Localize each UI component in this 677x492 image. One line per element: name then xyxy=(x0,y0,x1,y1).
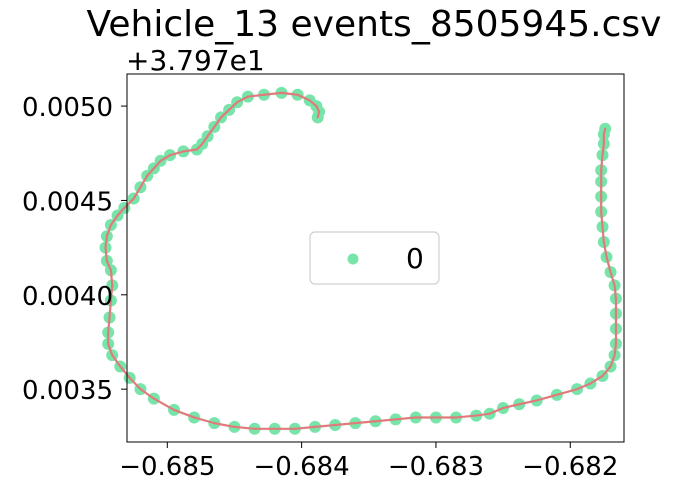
track-segment xyxy=(502,403,521,410)
track-segment xyxy=(293,425,317,430)
track-segment xyxy=(213,422,236,429)
track-segment xyxy=(201,135,209,145)
track-segment xyxy=(159,154,172,162)
x-tick-label: −0.684 xyxy=(254,452,350,482)
track-segment xyxy=(107,316,111,334)
track-segment xyxy=(109,269,114,287)
track-segment xyxy=(602,127,607,136)
x-tick-label: −0.682 xyxy=(522,452,618,482)
track-segment xyxy=(104,246,108,262)
y-tick-label: 0.0045 xyxy=(22,187,113,217)
y-axis: 0.0035 0.0040 0.0045 0.0050 xyxy=(22,93,127,406)
track-segment xyxy=(206,125,216,138)
track-segment xyxy=(152,159,162,170)
x-tick-label: −0.685 xyxy=(119,452,215,482)
track-segment xyxy=(575,382,592,391)
track-segment xyxy=(601,365,612,378)
track-segment xyxy=(172,408,196,419)
track-segment xyxy=(454,414,478,419)
track-segment xyxy=(116,206,126,217)
track-segment xyxy=(605,255,612,274)
track-segment xyxy=(219,108,231,119)
track-segment xyxy=(105,223,112,238)
track-segment xyxy=(109,284,114,302)
track-segment xyxy=(123,197,135,210)
track-segment xyxy=(111,354,122,368)
track-segment xyxy=(589,374,604,385)
track-segment xyxy=(168,150,185,157)
track-segment xyxy=(146,167,155,178)
y-axis-offset-label: +3.797e1 xyxy=(126,44,265,77)
track-segment xyxy=(246,93,266,98)
track-segment xyxy=(600,210,604,228)
legend-box xyxy=(309,231,440,285)
x-tick-label: −0.683 xyxy=(388,452,484,482)
track-segment xyxy=(139,174,149,189)
track-segment xyxy=(601,225,605,244)
track-segment xyxy=(394,416,417,421)
y-tick-label: 0.0050 xyxy=(22,93,113,123)
track-segment xyxy=(488,406,505,415)
track-segment xyxy=(262,91,283,96)
track-segment xyxy=(354,420,377,425)
track-segment xyxy=(308,99,318,108)
track-segment xyxy=(475,412,491,417)
track-segment xyxy=(139,388,155,400)
track-segment xyxy=(105,259,112,272)
track-segment xyxy=(213,116,223,128)
track-segment xyxy=(601,142,605,157)
track-segment xyxy=(107,342,114,357)
track-segment xyxy=(182,148,198,153)
track-segment xyxy=(609,354,616,368)
track-segment xyxy=(313,423,337,429)
track-segment xyxy=(609,271,616,287)
track-segment xyxy=(152,397,176,412)
track-segment xyxy=(109,214,119,227)
track-segment xyxy=(600,154,604,172)
track-segment xyxy=(602,240,608,259)
plot-area xyxy=(99,73,625,443)
track-segment xyxy=(193,416,216,425)
track-segment xyxy=(104,235,108,249)
x-axis: −0.685 −0.684 −0.683 −0.682 xyxy=(119,442,618,482)
track-segment xyxy=(195,142,204,151)
y-tick-label: 0.0035 xyxy=(22,376,113,406)
legend: 0 xyxy=(309,231,440,285)
track-segment xyxy=(518,399,538,406)
legend-marker xyxy=(347,253,359,265)
track-segment xyxy=(119,365,131,379)
track-segment xyxy=(233,425,256,430)
track-segment xyxy=(280,91,299,96)
track-segment xyxy=(613,284,618,300)
track-segment xyxy=(374,418,397,423)
y-tick-label: 0.0040 xyxy=(22,282,113,312)
track-segment xyxy=(236,95,249,104)
track-segment xyxy=(128,376,142,391)
track-segment xyxy=(613,342,618,357)
plot-frame xyxy=(126,73,625,443)
track-segment xyxy=(555,388,579,396)
chart-title: Vehicle_13 events_8505945.csv xyxy=(87,4,662,45)
track-segment xyxy=(132,186,142,200)
track-segment xyxy=(108,299,112,319)
track-segment xyxy=(334,422,357,427)
track-segment xyxy=(227,101,239,111)
legend-label: 0 xyxy=(406,242,424,275)
track-segment xyxy=(296,93,311,102)
track-segment xyxy=(535,393,558,402)
